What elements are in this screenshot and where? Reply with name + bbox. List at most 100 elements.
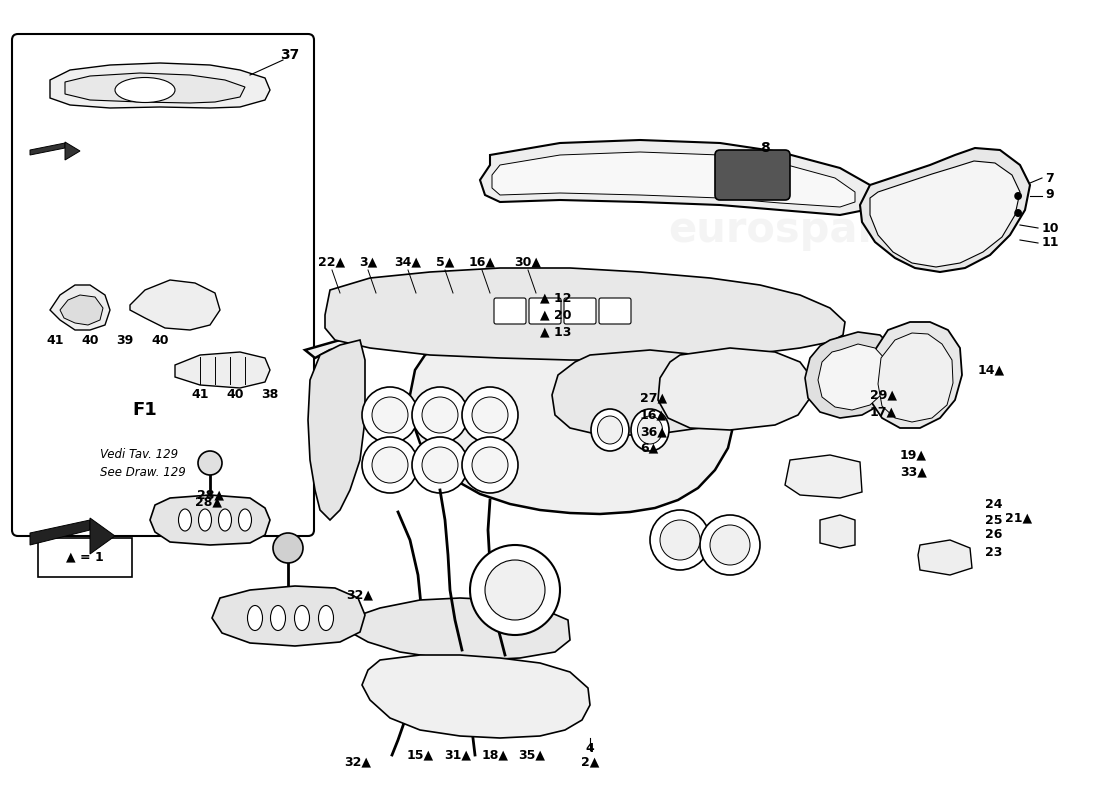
Ellipse shape	[248, 606, 263, 630]
Text: 19▲: 19▲	[900, 449, 927, 462]
Text: 22▲: 22▲	[318, 255, 345, 268]
Polygon shape	[60, 295, 103, 325]
Text: 28▲: 28▲	[197, 489, 223, 502]
Circle shape	[472, 447, 508, 483]
Polygon shape	[30, 143, 65, 155]
Ellipse shape	[631, 409, 669, 451]
Text: 5▲: 5▲	[436, 255, 454, 268]
Circle shape	[650, 510, 710, 570]
Text: 2▲: 2▲	[581, 755, 600, 769]
Polygon shape	[65, 142, 80, 160]
Text: ▲ 13: ▲ 13	[540, 326, 571, 338]
Ellipse shape	[198, 509, 211, 531]
Text: 16▲: 16▲	[469, 255, 495, 268]
Circle shape	[700, 515, 760, 575]
Text: 40: 40	[152, 334, 168, 346]
Circle shape	[462, 387, 518, 443]
FancyBboxPatch shape	[564, 298, 596, 324]
Text: eurospares: eurospares	[669, 209, 932, 251]
Text: 40: 40	[81, 334, 99, 346]
Text: 38: 38	[262, 389, 278, 402]
Polygon shape	[90, 518, 116, 554]
Text: 32▲: 32▲	[344, 755, 372, 769]
Polygon shape	[552, 350, 730, 435]
Text: 25: 25	[984, 514, 1002, 526]
Text: 33▲: 33▲	[900, 466, 927, 478]
Ellipse shape	[219, 509, 231, 531]
Text: •: •	[1011, 188, 1025, 208]
Ellipse shape	[591, 409, 629, 451]
Text: 21▲: 21▲	[1005, 511, 1032, 525]
Ellipse shape	[319, 606, 333, 630]
Text: eurospares: eurospares	[339, 287, 761, 353]
Polygon shape	[868, 322, 962, 428]
Polygon shape	[150, 495, 270, 545]
Text: 17▲: 17▲	[870, 406, 898, 418]
Text: 27▲: 27▲	[640, 391, 667, 405]
Circle shape	[362, 387, 418, 443]
Polygon shape	[818, 344, 888, 410]
Text: F1: F1	[133, 401, 157, 419]
Circle shape	[412, 387, 468, 443]
Polygon shape	[308, 340, 365, 520]
Text: 41: 41	[191, 389, 209, 402]
Circle shape	[198, 451, 222, 475]
Text: 32▲: 32▲	[346, 589, 374, 602]
Circle shape	[470, 545, 560, 635]
Ellipse shape	[638, 416, 662, 444]
Text: 14▲: 14▲	[978, 363, 1005, 377]
Text: 10: 10	[1042, 222, 1059, 234]
Text: 4: 4	[585, 742, 594, 754]
Circle shape	[660, 520, 700, 560]
Polygon shape	[50, 285, 110, 330]
Text: 16▲: 16▲	[640, 409, 667, 422]
Polygon shape	[658, 348, 812, 430]
Ellipse shape	[239, 509, 252, 531]
FancyBboxPatch shape	[12, 34, 314, 536]
Polygon shape	[918, 540, 972, 575]
Polygon shape	[324, 268, 845, 360]
Text: 30▲: 30▲	[515, 255, 541, 268]
Text: 35▲: 35▲	[518, 749, 546, 762]
Circle shape	[462, 437, 518, 493]
Text: 29▲: 29▲	[870, 389, 896, 402]
Text: 40: 40	[227, 389, 244, 402]
Text: 36▲: 36▲	[640, 426, 667, 438]
FancyBboxPatch shape	[715, 150, 790, 200]
Polygon shape	[130, 280, 220, 330]
Polygon shape	[870, 161, 1020, 267]
Text: 9: 9	[1045, 189, 1054, 202]
Circle shape	[472, 397, 508, 433]
Text: 15▲: 15▲	[406, 749, 433, 762]
Text: 8: 8	[760, 141, 770, 155]
Circle shape	[422, 397, 458, 433]
Text: 11: 11	[1042, 237, 1059, 250]
Text: 31▲: 31▲	[444, 749, 472, 762]
Circle shape	[273, 533, 303, 563]
Text: 39: 39	[117, 334, 133, 346]
Text: 18▲: 18▲	[482, 749, 508, 762]
Polygon shape	[860, 148, 1030, 272]
Text: 24: 24	[984, 498, 1002, 511]
Ellipse shape	[116, 78, 175, 102]
Circle shape	[412, 437, 468, 493]
Polygon shape	[805, 332, 898, 418]
Ellipse shape	[178, 509, 191, 531]
Polygon shape	[65, 73, 245, 103]
Text: •: •	[1011, 205, 1025, 225]
Polygon shape	[175, 352, 270, 388]
FancyBboxPatch shape	[494, 298, 526, 324]
Text: 7: 7	[1045, 171, 1054, 185]
FancyBboxPatch shape	[529, 298, 561, 324]
Text: Vedi Tav. 129: Vedi Tav. 129	[100, 449, 178, 462]
Text: 23: 23	[984, 546, 1002, 558]
Polygon shape	[492, 152, 855, 207]
Circle shape	[372, 447, 408, 483]
Text: ▲ 12: ▲ 12	[540, 291, 572, 305]
Polygon shape	[50, 63, 270, 108]
Text: 41: 41	[46, 334, 64, 346]
Ellipse shape	[295, 606, 309, 630]
Text: 37: 37	[280, 48, 299, 62]
Text: 28▲: 28▲	[195, 495, 222, 509]
Polygon shape	[30, 520, 90, 545]
